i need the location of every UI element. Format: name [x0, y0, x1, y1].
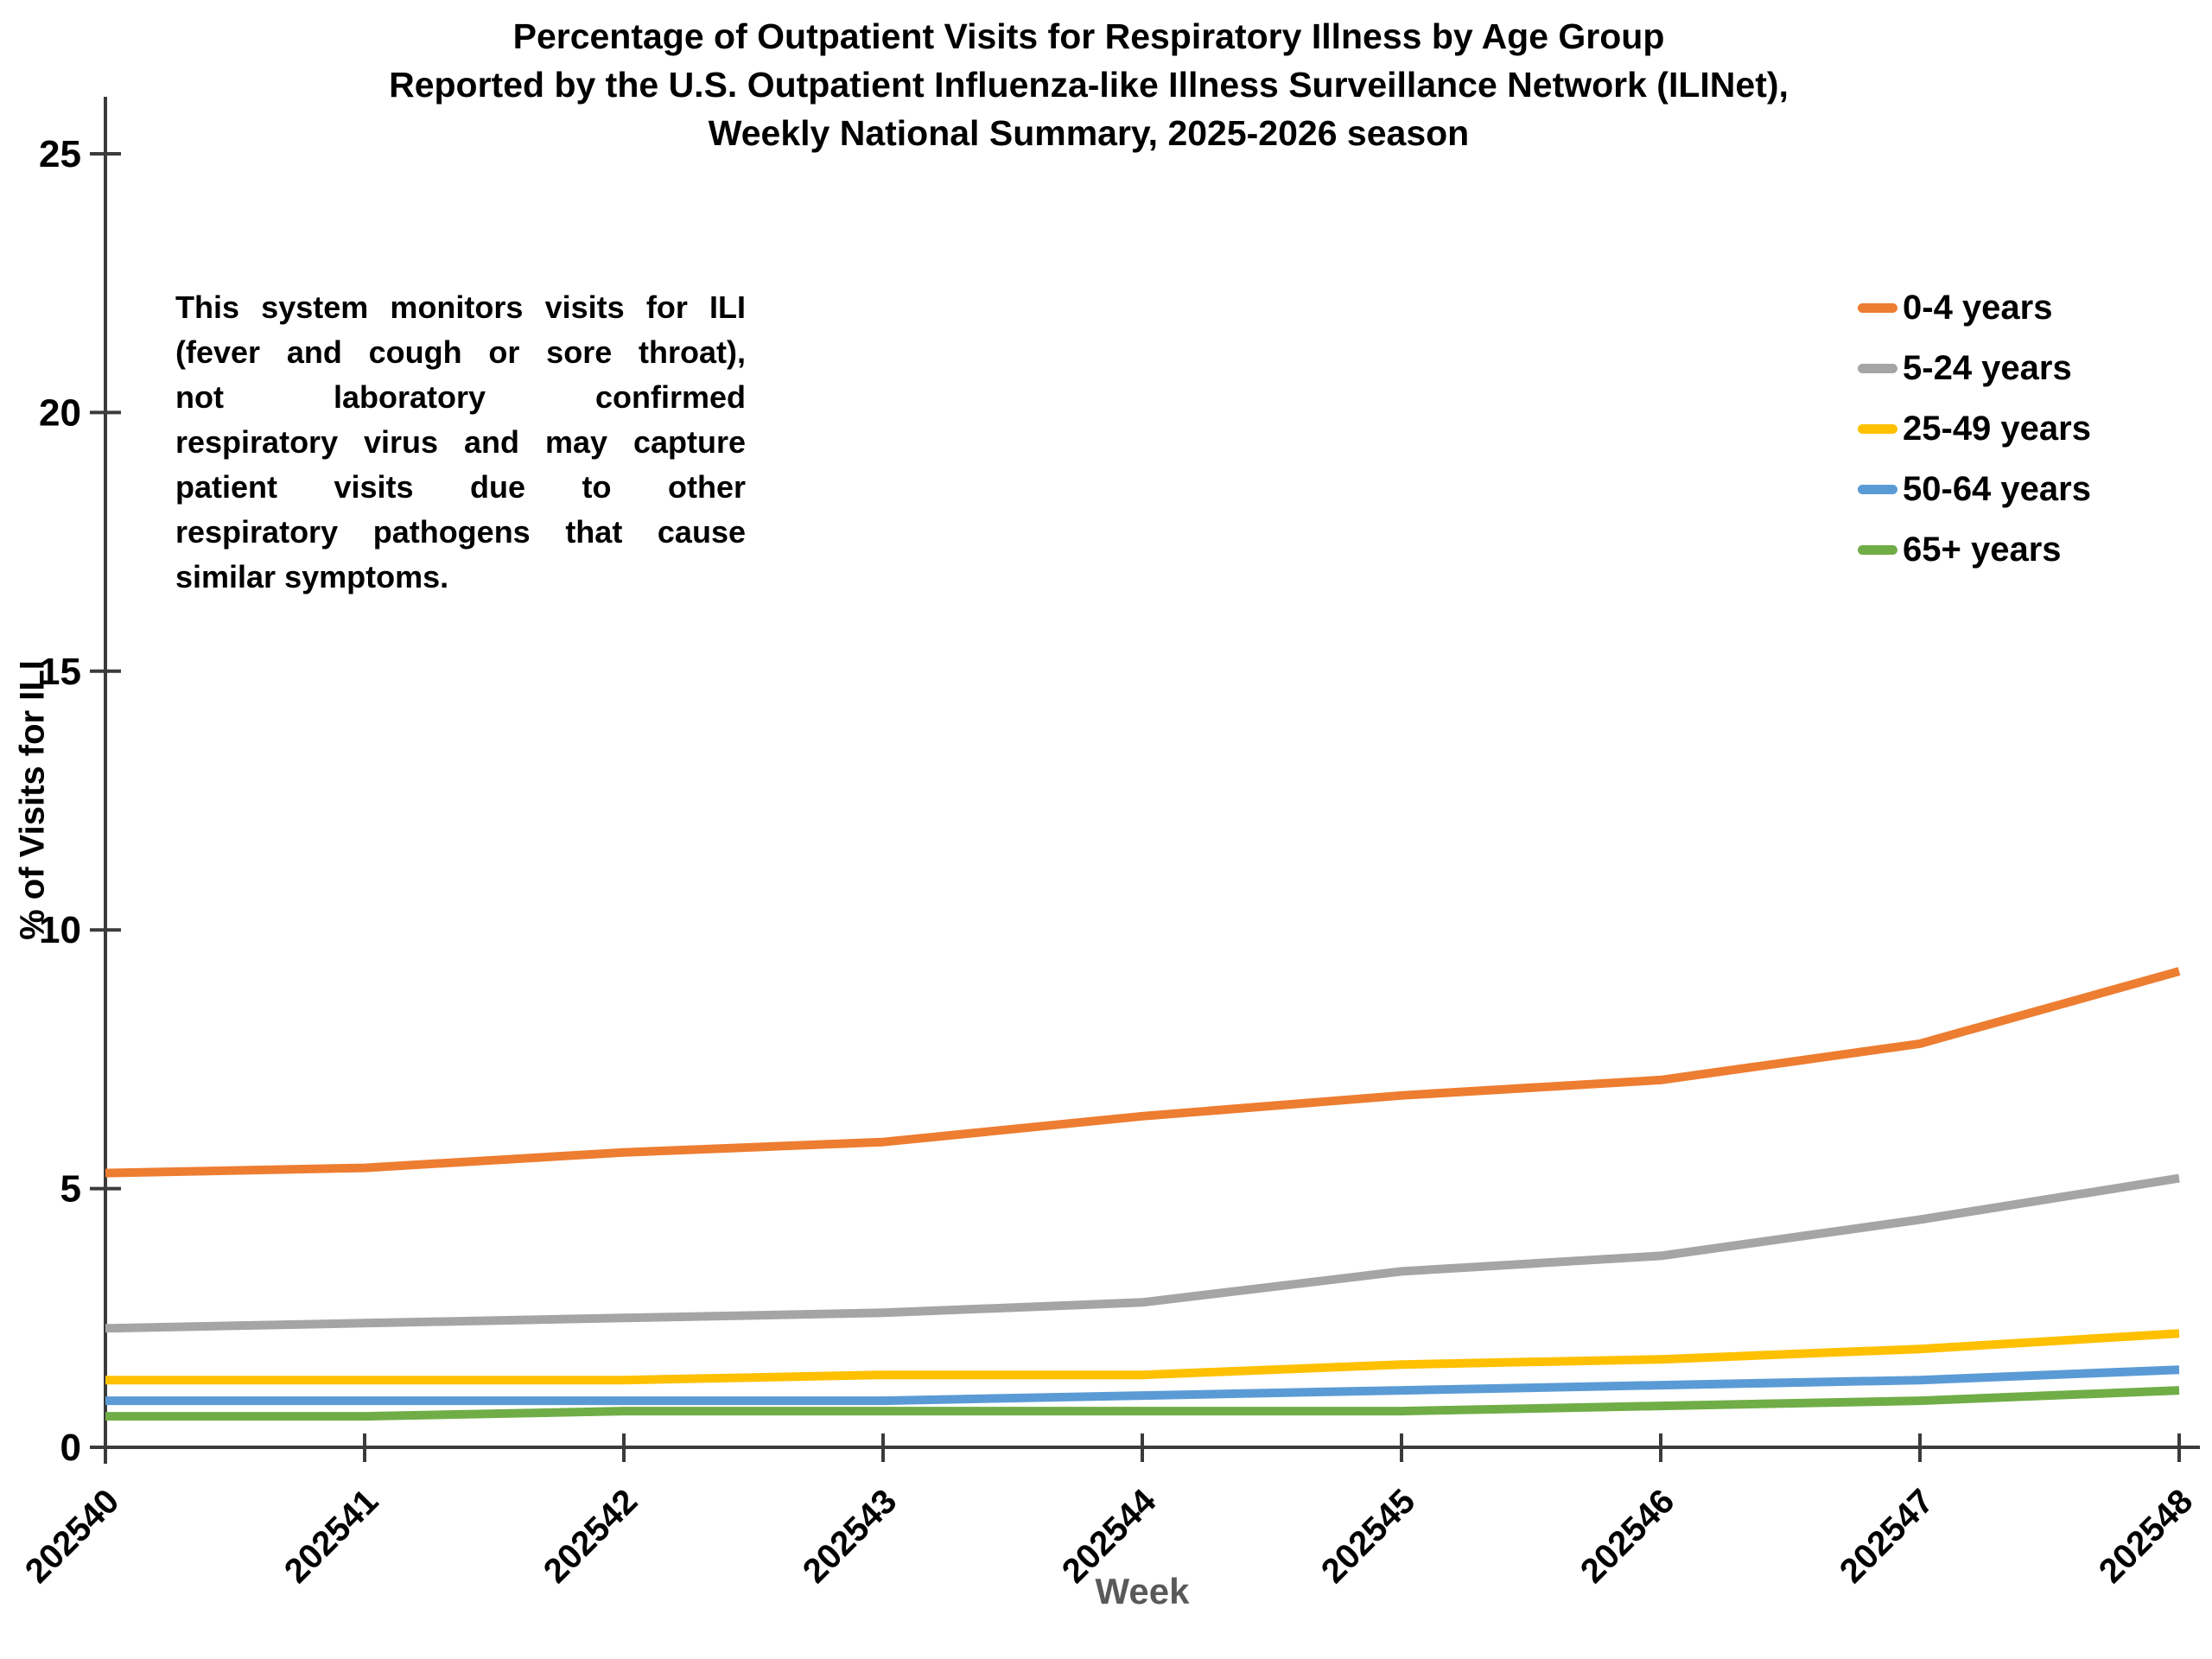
- legend-item-65plus-years: 65+ years: [1858, 519, 2091, 580]
- x-axis-title: Week: [1095, 1571, 1190, 1611]
- legend-label-25-49-years: 25-49 years: [1903, 409, 2091, 448]
- series-line-0-4-years: [105, 967, 2181, 1178]
- chart-title: Percentage of Outpatient Visits for Resp…: [0, 12, 2177, 157]
- legend-item-25-49-years: 25-49 years: [1858, 398, 2091, 459]
- legend-marker-25-49-years: [1858, 423, 1897, 434]
- legend-marker-50-64-years: [1858, 484, 1897, 494]
- series-line-50-64-years: [105, 1365, 2180, 1406]
- legend-item-0-4-years: 0-4 years: [1858, 277, 2091, 338]
- x-tick-label-202541: 202541: [277, 1482, 386, 1591]
- x-tick-label-202545: 202545: [1314, 1482, 1423, 1591]
- legend-label-65plus-years: 65+ years: [1903, 530, 2062, 569]
- legend-label-5-24-years: 5-24 years: [1903, 348, 2072, 387]
- annotation-line: respiratory virus and may capture: [175, 424, 746, 460]
- y-tick-label-25: 25: [39, 133, 81, 175]
- legend-label-0-4-years: 0-4 years: [1903, 288, 2053, 327]
- annotation-line: (fever and cough or sore throat),: [175, 334, 746, 370]
- x-tick-label-202542: 202542: [537, 1482, 645, 1591]
- annotation-line: not laboratory confirmed: [175, 379, 746, 415]
- x-tick-label-202546: 202546: [1573, 1482, 1682, 1591]
- annotation-line: patient visits due to other: [175, 469, 746, 505]
- annotation-line: This system monitors visits for ILI: [175, 289, 746, 325]
- x-tick-label-202548: 202548: [2092, 1482, 2201, 1591]
- chart-title-line-1: Percentage of Outpatient Visits for Resp…: [512, 16, 1665, 56]
- legend-marker-65plus-years: [1858, 544, 1897, 555]
- chart-title-line-2: Reported by the U.S. Outpatient Influenz…: [389, 65, 1789, 105]
- y-tick-label-5: 5: [60, 1168, 81, 1211]
- y-tick-label-20: 20: [39, 391, 81, 434]
- series-line-65plus-years: [105, 1386, 2180, 1421]
- series-line-5-24-years: [105, 1173, 2180, 1333]
- annotation-note: This system monitors visits for ILI (fev…: [175, 285, 746, 600]
- y-tick-label-15: 15: [39, 651, 81, 693]
- y-tick-label-0: 0: [60, 1427, 81, 1469]
- annotation-line: respiratory pathogens that cause: [175, 514, 746, 550]
- legend-item-50-64-years: 50-64 years: [1858, 459, 2091, 519]
- series-line-25-49-years: [105, 1329, 2180, 1385]
- legend-marker-5-24-years: [1858, 363, 1897, 373]
- legend-label-50-64-years: 50-64 years: [1903, 469, 2091, 508]
- x-tick-label-202540: 202540: [18, 1482, 127, 1591]
- chart-legend: 0-4 years 5-24 years 25-49 years 50-64 year…: [1858, 277, 2091, 580]
- chart-title-line-3: Weekly National Summary, 2025-2026 seaso…: [708, 113, 1470, 153]
- annotation-line: similar symptoms.: [175, 559, 449, 594]
- y-tick-label-10: 10: [39, 909, 81, 951]
- legend-marker-0-4-years: [1858, 302, 1897, 313]
- x-tick-label-202543: 202543: [796, 1482, 905, 1591]
- legend-item-5-24-years: 5-24 years: [1858, 338, 2091, 398]
- x-tick-label-202547: 202547: [1833, 1482, 1942, 1591]
- y-axis-title: % of Visits for ILI: [13, 660, 52, 940]
